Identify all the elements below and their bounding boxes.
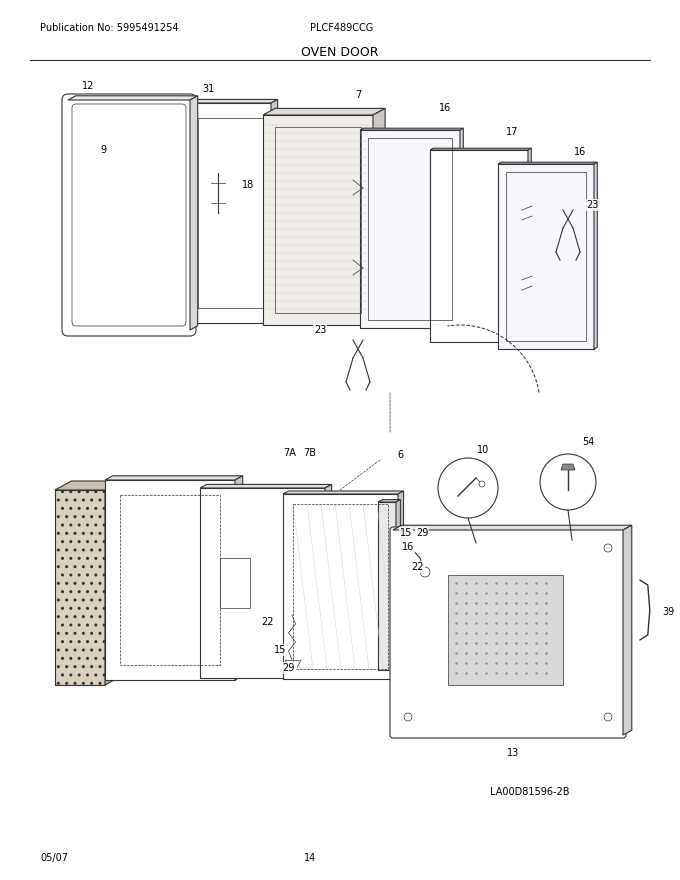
Polygon shape [594, 162, 597, 349]
Text: 16: 16 [574, 147, 586, 157]
Text: 05/07: 05/07 [40, 853, 68, 863]
Text: Publication No: 5995491254: Publication No: 5995491254 [40, 23, 179, 33]
Circle shape [420, 567, 430, 577]
Text: 13: 13 [507, 748, 519, 758]
Polygon shape [360, 130, 460, 328]
Text: 29: 29 [282, 663, 294, 673]
Text: 17: 17 [506, 127, 518, 137]
Text: 54: 54 [582, 437, 594, 447]
Polygon shape [398, 491, 403, 679]
Text: 18: 18 [242, 180, 254, 190]
FancyBboxPatch shape [390, 527, 626, 738]
Polygon shape [460, 128, 463, 328]
Polygon shape [623, 525, 632, 735]
Polygon shape [235, 476, 243, 680]
Polygon shape [55, 481, 122, 490]
Text: 6: 6 [397, 450, 403, 460]
Polygon shape [200, 488, 325, 678]
Text: 7: 7 [355, 90, 361, 100]
Text: LA00D81596-2B: LA00D81596-2B [490, 787, 570, 797]
Text: 15: 15 [274, 645, 286, 655]
Polygon shape [105, 480, 235, 680]
Polygon shape [263, 108, 385, 115]
Polygon shape [448, 575, 563, 685]
Text: 9: 9 [100, 145, 106, 155]
Text: 14: 14 [304, 853, 316, 863]
Text: 23: 23 [585, 200, 598, 210]
Text: 22: 22 [412, 562, 424, 572]
Polygon shape [55, 490, 105, 685]
Polygon shape [271, 99, 277, 323]
Polygon shape [396, 500, 401, 670]
Text: 12: 12 [82, 81, 95, 91]
Text: 39: 39 [662, 607, 674, 617]
Text: 23: 23 [313, 325, 326, 335]
Polygon shape [528, 148, 531, 342]
Polygon shape [378, 502, 396, 670]
Polygon shape [105, 476, 243, 480]
Polygon shape [200, 484, 332, 488]
FancyBboxPatch shape [62, 94, 196, 336]
Polygon shape [373, 108, 385, 325]
Text: PLCF489CCG: PLCF489CCG [310, 23, 373, 33]
Text: 16: 16 [402, 542, 414, 552]
Polygon shape [498, 164, 594, 349]
Text: 31: 31 [202, 84, 214, 94]
Polygon shape [430, 150, 528, 342]
Polygon shape [360, 128, 463, 130]
Circle shape [438, 458, 498, 518]
Text: 29: 29 [415, 528, 428, 538]
Text: 10: 10 [477, 445, 489, 455]
Circle shape [479, 481, 485, 487]
Circle shape [604, 713, 612, 721]
Polygon shape [68, 96, 198, 100]
Polygon shape [561, 464, 575, 470]
Text: 7B: 7B [303, 448, 316, 458]
Polygon shape [283, 491, 403, 494]
Text: OVEN DOOR: OVEN DOOR [301, 46, 379, 58]
Polygon shape [325, 484, 332, 678]
Polygon shape [283, 494, 398, 679]
Polygon shape [105, 481, 122, 685]
Polygon shape [378, 500, 401, 502]
Polygon shape [263, 115, 373, 325]
Polygon shape [393, 525, 632, 530]
Text: 7A: 7A [284, 448, 296, 458]
Text: 15: 15 [400, 528, 412, 538]
Polygon shape [183, 103, 271, 323]
Polygon shape [430, 148, 531, 150]
Polygon shape [498, 162, 597, 164]
Text: 22: 22 [262, 617, 274, 627]
Circle shape [604, 544, 612, 552]
Circle shape [404, 713, 412, 721]
Circle shape [404, 544, 412, 552]
Polygon shape [183, 99, 277, 103]
Circle shape [540, 454, 596, 510]
Text: 16: 16 [439, 103, 451, 113]
Polygon shape [190, 96, 198, 330]
